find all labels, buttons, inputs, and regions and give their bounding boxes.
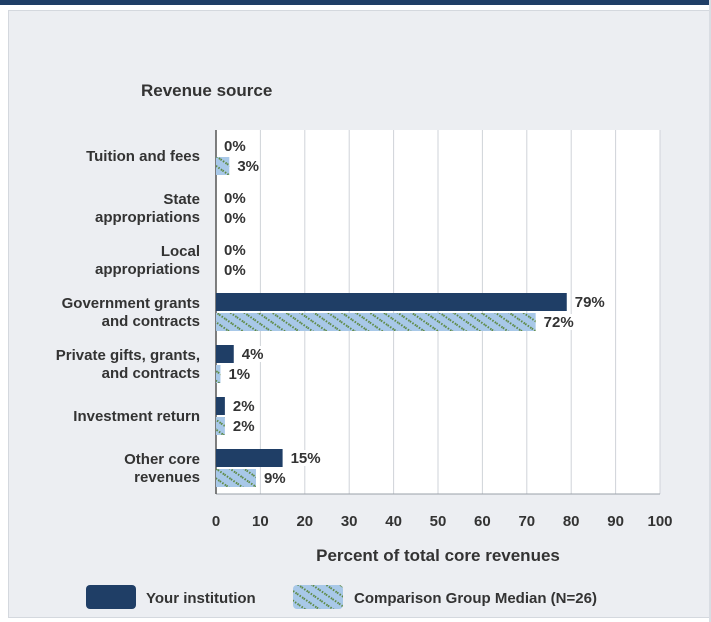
x-tick-label: 40 xyxy=(385,513,402,530)
category-label: Private gifts, grants, xyxy=(56,347,200,364)
bar-your-institution xyxy=(216,449,283,467)
value-label-bg xyxy=(234,158,258,174)
x-tick-label: 90 xyxy=(607,513,624,530)
gridlines xyxy=(215,130,661,495)
value-label: 0% xyxy=(224,138,246,155)
value-label: 0% xyxy=(224,262,246,279)
category-labels: Tuition and feesStateappropriationsLocal… xyxy=(56,148,200,486)
x-tick-label: 10 xyxy=(252,513,269,530)
x-tick-label: 80 xyxy=(563,513,580,530)
value-label: 15% xyxy=(291,450,321,467)
value-label: 0% xyxy=(224,242,246,259)
category-label: Government grants xyxy=(62,295,200,312)
bar-comparison-median xyxy=(216,417,225,435)
category-label: Tuition and fees xyxy=(86,148,200,165)
value-label: 2% xyxy=(233,418,255,435)
value-label: 0% xyxy=(224,190,246,207)
value-label: 72% xyxy=(544,314,574,331)
x-tick-label: 0 xyxy=(212,513,220,530)
value-label-bg xyxy=(229,418,253,434)
bar-your-institution xyxy=(216,397,225,415)
category-label: State xyxy=(163,191,200,208)
legend: Your institution Comparison Group Median … xyxy=(86,585,597,609)
value-label: 1% xyxy=(228,366,250,383)
legend-label: Your institution xyxy=(146,590,256,607)
bar-comparison-median xyxy=(216,157,230,175)
top-accent-bar xyxy=(0,0,711,5)
x-tick-label: 50 xyxy=(430,513,447,530)
value-label-bg xyxy=(225,366,249,382)
value-label: 0% xyxy=(224,210,246,227)
value-label: 9% xyxy=(264,470,286,487)
bars: 0% 3% 0% 0% 0% 0% 79%72% 4% 1% 2% 2% 15% 9% xyxy=(216,138,605,487)
chart-heading: Revenue source xyxy=(141,81,272,100)
x-axis-title: Percent of total core revenues xyxy=(316,546,560,565)
value-label-bg xyxy=(540,314,573,330)
x-tick-label: 20 xyxy=(296,513,313,530)
value-label: 79% xyxy=(575,294,605,311)
category-label: and contracts xyxy=(102,365,200,382)
category-label: appropriations xyxy=(95,261,200,278)
bar-comparison-median xyxy=(216,469,256,487)
legend-swatch-your-institution xyxy=(86,585,136,609)
bar-comparison-median xyxy=(216,313,536,331)
value-label-bg xyxy=(229,398,253,414)
value-label-bg xyxy=(571,294,604,310)
category-label: revenues xyxy=(134,469,200,486)
legend-label: Comparison Group Median (N=26) xyxy=(354,590,597,607)
value-label: 4% xyxy=(242,346,264,363)
category-label: Investment return xyxy=(73,408,200,425)
x-tick-label: 30 xyxy=(341,513,358,530)
category-label: and contracts xyxy=(102,313,200,330)
x-tick-label: 100 xyxy=(647,513,672,530)
panel-edge xyxy=(709,0,711,622)
bar-your-institution xyxy=(216,293,567,311)
value-label-bg xyxy=(287,450,320,466)
value-label: 3% xyxy=(237,158,259,175)
category-label: Local xyxy=(161,243,200,260)
value-label-bg xyxy=(238,346,262,362)
bar-your-institution xyxy=(216,345,234,363)
category-label: appropriations xyxy=(95,209,200,226)
value-label: 2% xyxy=(233,398,255,415)
x-tick-labels: 0 10 20 30 40 50 60 70 80 90 100 xyxy=(212,513,673,530)
x-tick-label: 60 xyxy=(474,513,491,530)
category-label: Other core xyxy=(124,451,200,468)
value-label-bg xyxy=(260,470,284,486)
x-tick-label: 70 xyxy=(518,513,535,530)
bar-comparison-median xyxy=(216,365,221,383)
legend-swatch-comparison-median xyxy=(293,585,343,609)
